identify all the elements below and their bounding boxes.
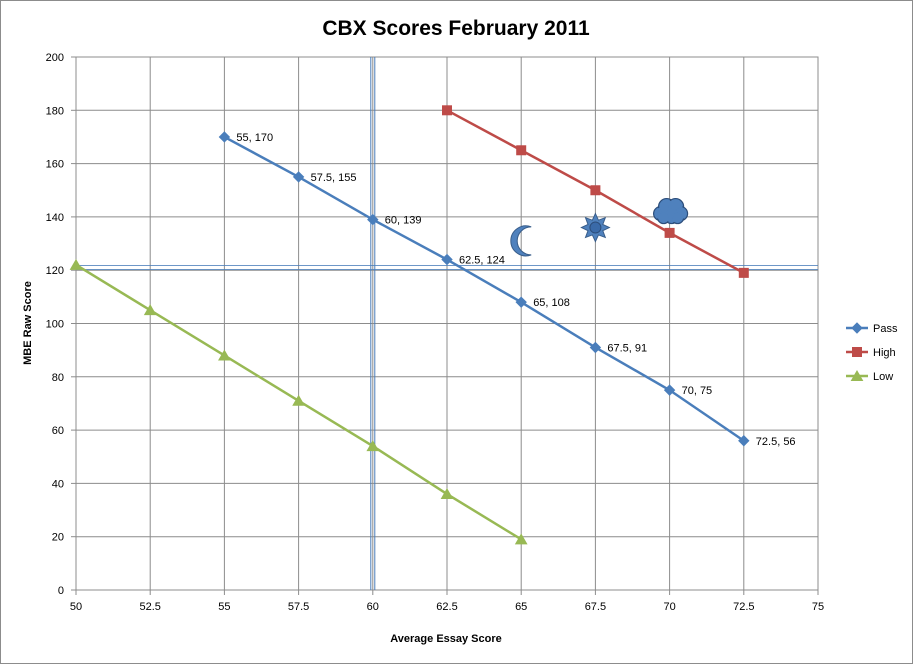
data-point-pass [218,131,231,143]
x-tick-label: 65 [515,601,527,613]
decoration-layer [510,197,689,257]
legend-marker [850,370,864,381]
legend-item-high: High [846,347,896,359]
data-point-low [440,488,454,500]
series-pass: 55, 170 57.5, 155 60, 139 62.5, 124 65, 108 6… [218,131,796,448]
y-tick-label: 0 [58,585,64,597]
x-tick-labels: 50 52.5 55 57.5 60 62.5 65 67.5 70 72.5 75 [70,601,824,613]
data-point-pass [292,171,305,183]
series-low [69,258,528,545]
data-point-high [738,267,749,278]
data-label: 55, 170 [236,132,273,144]
data-point-high [516,145,527,156]
x-axis-title: Average Essay Score [390,633,502,645]
y-tick-label: 20 [52,532,64,544]
data-point-low [218,349,231,361]
x-tick-label: 75 [812,601,824,613]
legend-label: Low [873,371,893,383]
y-tick-label: 200 [46,52,64,64]
plot-area [75,56,819,591]
data-point-low [292,394,305,406]
y-tick-label: 160 [46,159,64,171]
reference-lines [76,57,818,590]
y-tick-label: 100 [46,319,64,331]
data-point-low [69,258,83,270]
legend-item-low: Low [846,370,893,383]
legend-marker [851,322,863,334]
data-point-high [590,185,601,196]
series-high [442,105,749,278]
data-label: 67.5, 91 [607,342,647,354]
legend-label: Pass [873,323,898,335]
data-point-low [514,533,528,545]
y-tick-label: 40 [52,478,64,490]
data-label: 65, 108 [533,297,570,309]
x-tick-label: 70 [663,601,675,613]
series-layer: 55, 170 57.5, 155 60, 139 62.5, 124 65, 108 6… [69,105,796,545]
y-tick-label: 80 [52,372,64,384]
data-label: 70, 75 [682,385,713,397]
y-axis-title: MBE Raw Score [22,281,34,365]
x-tick-label: 60 [367,601,379,613]
x-tick-label: 50 [70,601,82,613]
legend: Pass High Low [846,322,898,383]
cloud-icon [652,197,689,225]
x-tick-label: 57.5 [288,601,309,613]
data-point-pass [515,296,527,308]
x-tick-label: 62.5 [436,601,457,613]
legend-marker [852,347,862,357]
y-tick-labels: 0 20 40 60 80 100 120 140 160 180 200 [46,52,64,597]
data-point-pass [738,435,750,447]
data-point-low [143,304,157,316]
data-point-high [664,227,675,238]
y-tick-label: 180 [46,105,64,117]
legend-label: High [873,347,896,359]
chart-title: CBX Scores February 2011 [322,17,590,40]
data-label: 62.5, 124 [459,255,505,267]
x-tick-label: 55 [218,601,230,613]
y-tick-label: 140 [46,212,64,224]
x-tick-label: 67.5 [585,601,606,613]
data-point-pass [663,384,676,396]
data-point-pass [589,341,602,354]
data-point-low [366,440,380,452]
moon-icon [510,225,532,257]
legend-item-pass: Pass [846,322,898,335]
y-tick-label: 60 [52,425,64,437]
data-label: 60, 139 [385,215,422,227]
data-label: 72.5, 56 [756,436,796,448]
sun-icon [580,212,611,243]
data-label: 57.5, 155 [311,172,357,184]
data-point-pass [367,213,379,226]
data-point-high [442,105,452,116]
x-tick-label: 72.5 [733,601,754,613]
plot-border [75,56,819,591]
gridlines [71,56,819,595]
data-point-pass [441,253,453,266]
series-line-pass [223,135,745,442]
x-tick-label: 52.5 [139,601,160,613]
y-tick-label: 120 [46,265,64,277]
